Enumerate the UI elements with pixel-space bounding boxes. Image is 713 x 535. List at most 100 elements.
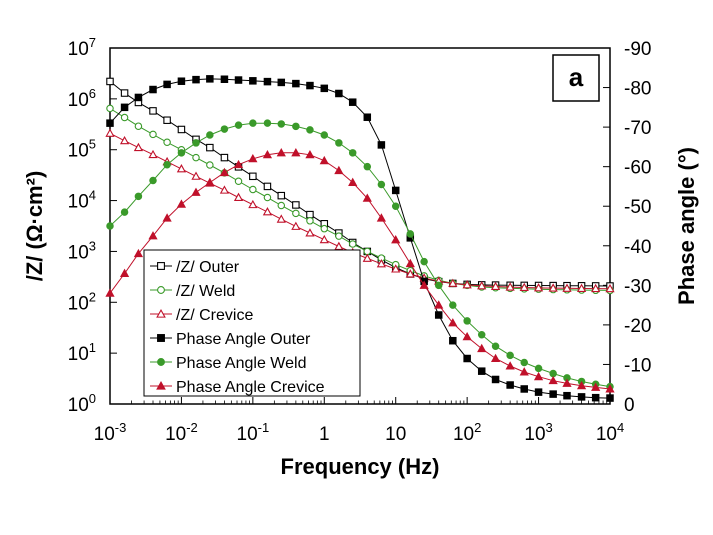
data-point-phase-angle-weld [234,121,243,129]
legend-label-z-crevice: /Z/ Crevice [176,307,253,324]
data-point-phase-angle-weld [520,358,528,367]
data-point-phase-angle-crevice [434,300,444,309]
legend-marker-phase-angle-crevice [156,380,166,390]
data-point-phase-angle-weld [263,119,272,127]
data-point-phase-angle-crevice [105,288,115,297]
data-point-z-crevice [591,283,601,293]
x-tick-label-base: 1 [319,424,330,445]
data-point-z-crevice [334,241,344,250]
data-point-z-crevice [176,164,187,173]
data-point-z-crevice [519,282,529,292]
data-point-phase-angle-weld [277,120,286,128]
data-point-phase-angle-crevice [334,165,344,175]
y-left-tick-label: 105 [68,137,96,162]
data-point-phase-angle-outer [463,354,471,363]
x-tick-label-base: 10 [237,424,258,445]
legend-marker-phase-angle-weld [157,358,165,366]
x-tick-label: 103 [524,420,552,445]
data-point-phase-angle-weld [534,364,543,373]
data-point-phase-angle-crevice [562,378,572,387]
x-tick-label-exponent: -2 [186,420,198,435]
data-point-phase-angle-weld [506,351,514,360]
y-right-tick-label: -70 [624,118,651,139]
data-point-z-outer [263,182,272,191]
data-point-phase-angle-weld [363,162,372,171]
y-right-tick-label: -40 [624,237,651,258]
data-point-phase-angle-crevice [376,213,386,222]
data-point-phase-angle-crevice [148,231,158,240]
y-left-axis-title-text: /Z/ (Ω·cm²) [22,171,47,282]
x-tick-label: 1 [319,424,330,445]
data-point-z-outer [206,143,214,152]
data-point-phase-angle-outer [120,103,129,112]
y-left-tick-label-exponent: 1 [89,340,96,355]
data-point-phase-angle-weld [434,281,443,290]
data-point-z-crevice [262,207,273,216]
data-point-z-crevice [191,171,201,180]
data-point-phase-angle-crevice [405,258,415,268]
series-layer [105,75,615,402]
data-point-z-outer [120,89,129,97]
data-point-phase-angle-weld [163,160,171,169]
series-phase-angle-crevice [105,148,615,393]
x-axis-ticks: 10-3 10-2 10-1 1 10 102 103 104 [94,397,624,445]
data-point-phase-angle-crevice [348,177,358,186]
panel-label: a [569,62,584,92]
x-tick-label-exponent: 2 [474,420,481,435]
y-left-tick-label: 104 [68,188,96,213]
y-left-tick-label: 106 [68,86,96,111]
data-point-phase-angle-crevice [291,148,301,157]
data-point-phase-angle-weld [491,342,500,350]
data-point-z-crevice [562,283,572,292]
data-point-z-crevice [219,185,230,194]
series-phase-angle-outer [106,75,614,402]
legend-label-phase-angle-crevice: Phase Angle Crevice [176,379,325,396]
data-point-phase-angle-outer [563,391,571,400]
y-left-tick-label-base: 10 [68,39,89,60]
data-point-phase-angle-crevice [262,149,273,159]
data-point-z-outer [292,201,300,209]
data-point-phase-angle-outer [434,311,443,319]
panel-label-box: a [552,54,600,102]
data-point-z-outer [306,210,314,219]
legend-marker-z-outer [157,262,165,270]
data-point-phase-angle-weld [177,149,186,157]
y-left-tick-label-exponent: 0 [89,391,96,406]
data-point-z-outer [177,125,186,134]
data-point-phase-angle-outer [377,141,386,149]
legend-marker-z-crevice [156,308,166,318]
data-point-phase-angle-weld [249,119,257,127]
data-point-phase-angle-crevice [219,167,230,177]
data-point-z-outer [106,77,114,86]
data-point-z-weld [149,130,157,139]
x-tick-label-base: 10 [385,424,406,445]
data-point-phase-angle-weld [306,126,314,134]
y-left-tick-label-exponent: 6 [89,86,96,101]
data-point-phase-angle-weld [106,222,114,230]
data-point-phase-angle-weld [292,122,300,131]
data-point-z-weld [234,177,243,185]
data-point-phase-angle-outer [606,394,614,402]
data-point-phase-angle-outer [577,393,586,401]
data-point-z-weld [263,193,272,202]
series-phase-angle-weld [106,119,614,391]
data-point-phase-angle-weld [449,301,457,309]
y-right-tick-label: -80 [624,79,651,100]
data-point-phase-angle-outer [163,80,171,89]
data-point-phase-angle-weld [406,230,415,238]
data-point-z-weld [120,113,129,122]
x-tick-label-exponent: -3 [115,420,127,435]
data-point-z-crevice [376,259,386,268]
data-point-phase-angle-crevice [319,155,329,165]
data-point-z-crevice [605,283,615,293]
legend: /Z/ Outer/Z/ Weld/Z/ Crevice Phase Angle … [143,249,361,397]
data-point-z-weld [277,201,286,210]
y-left-tick-label: 100 [68,391,96,416]
data-point-z-crevice [305,228,315,237]
x-tick-label: 104 [596,420,624,445]
data-point-phase-angle-weld [348,149,357,157]
data-point-phase-angle-outer [220,75,229,83]
data-point-phase-angle-crevice [448,318,458,327]
data-point-phase-angle-weld [477,331,486,339]
data-point-phase-angle-outer [277,78,286,87]
